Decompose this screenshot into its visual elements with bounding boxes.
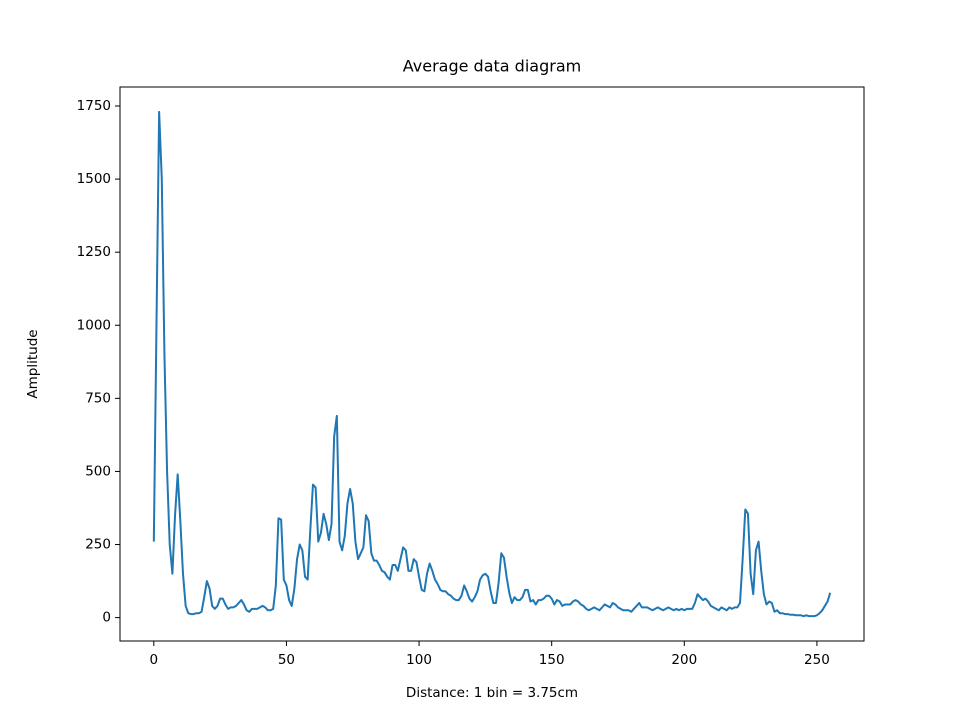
- x-tick-label: 200: [671, 652, 697, 668]
- y-tick-label: 250: [85, 537, 111, 553]
- x-tick-label: 0: [150, 652, 159, 668]
- y-axis-label: Amplitude: [25, 329, 41, 398]
- x-axis-label: Distance: 1 bin = 3.75cm: [406, 685, 578, 701]
- x-tick-label: 100: [406, 652, 432, 668]
- x-tick-label: 50: [278, 652, 295, 668]
- chart-title: Average data diagram: [403, 57, 581, 76]
- y-tick-label: 1250: [77, 244, 111, 260]
- y-tick-label: 750: [85, 390, 111, 406]
- y-tick-label: 1500: [77, 171, 111, 187]
- data-line: [152, 110, 832, 618]
- y-tick-label: 500: [85, 463, 111, 479]
- x-tick-label: 250: [804, 652, 830, 668]
- y-tick-label: 0: [102, 610, 111, 626]
- y-tick-label: 1750: [77, 98, 111, 114]
- plot-frame: [119, 86, 865, 642]
- y-tick-label: 1000: [77, 317, 111, 333]
- x-tick-label: 150: [539, 652, 565, 668]
